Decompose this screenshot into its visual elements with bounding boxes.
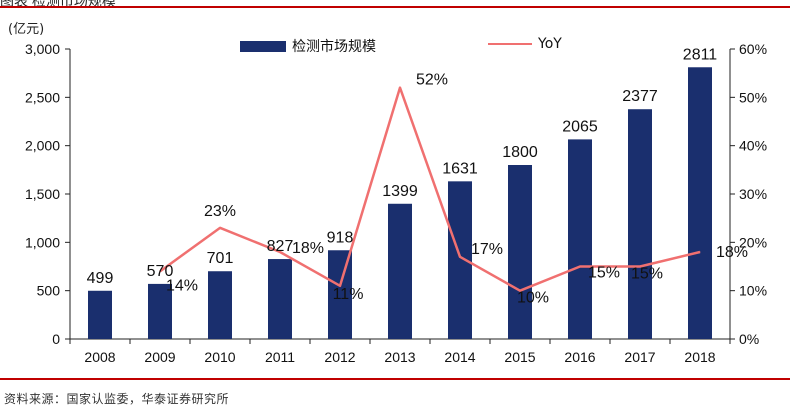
- footer-divider: [0, 378, 790, 380]
- left-axis-tick-label: 0: [52, 331, 60, 347]
- x-axis-tick-label: 2014: [444, 349, 475, 365]
- bar-value-label: 701: [207, 250, 234, 267]
- legend-bar-label: 检测市场规模: [292, 39, 376, 55]
- left-axis-tick-label: 1,000: [25, 234, 60, 250]
- right-axis-tick-label: 10%: [739, 283, 767, 299]
- yoy-value-label: 14%: [166, 277, 198, 294]
- yoy-point: [519, 290, 521, 292]
- yoy-point: [399, 87, 401, 89]
- right-axis-tick-label: 20%: [739, 234, 767, 250]
- yoy-value-label: 11%: [333, 286, 364, 303]
- yoy-value-label: 18%: [716, 244, 748, 261]
- left-axis-tick-label: 2,500: [25, 89, 60, 105]
- yoy-point: [219, 227, 221, 229]
- x-axis-tick-label: 2013: [384, 349, 415, 365]
- bar: [88, 290, 112, 339]
- legend-item-bar-series: 检测市场规模: [240, 36, 376, 56]
- x-axis-tick-label: 2018: [684, 349, 715, 365]
- yoy-point: [579, 266, 581, 267]
- x-axis-tick-label: 2012: [324, 349, 355, 365]
- bar: [688, 67, 712, 340]
- bar-value-label: 918: [327, 229, 354, 246]
- legend-line-swatch: [488, 42, 532, 46]
- right-axis-tick-label: 60%: [739, 41, 767, 57]
- x-axis-tick-label: 2009: [144, 349, 175, 365]
- yoy-point: [159, 270, 161, 272]
- yoy-point: [639, 266, 641, 267]
- chart-canvas: 0 500 1,000 1,500 2,000 2,500 3,000 0% 10% 20% 30%…: [25, 41, 767, 365]
- right-axis-tick-label: 30%: [739, 186, 767, 202]
- report-header-strip: 图表 检测市场规模: [0, 0, 790, 8]
- legend-line-label: YoY: [538, 36, 562, 52]
- bar-value-label: 570: [147, 263, 174, 280]
- bar: [208, 271, 232, 339]
- x-axis-tick-label: 2017: [624, 349, 655, 365]
- bar: [328, 250, 352, 339]
- right-axis-tick-label: 40%: [739, 138, 767, 154]
- source-note: 资料来源：国家认监委，华泰证券研究所: [4, 392, 230, 406]
- legend-item-line-series: YoY: [488, 36, 562, 52]
- yoy-line: [159, 86, 701, 292]
- x-axis-tick-label: 2008: [84, 349, 115, 365]
- header-divider: [0, 6, 790, 8]
- left-axis-unit-label: (亿元): [8, 22, 45, 37]
- chart-axes: 0 500 1,000 1,500 2,000 2,500 3,000 0% 10% 20% 30%…: [25, 41, 767, 365]
- bar: [508, 165, 532, 339]
- yoy-value-label: 15%: [588, 265, 620, 282]
- bar-value-label: 2377: [622, 88, 658, 105]
- bar-value-label: 2065: [562, 118, 598, 135]
- x-axis-tick-label: 2016: [564, 349, 595, 365]
- bar-value-label: 499: [87, 270, 114, 287]
- bar: [568, 139, 592, 339]
- report-section-title: 图表 检测市场规模: [0, 0, 116, 8]
- bar-value-label: 1631: [442, 160, 478, 177]
- bar-value-label: 2811: [683, 46, 718, 63]
- bar-value-label: 827: [267, 238, 294, 255]
- yoy-value-label: 23%: [204, 203, 236, 220]
- bar-series: [88, 67, 712, 340]
- bar-value-label: 1399: [382, 183, 418, 200]
- data-labels: 499 570 701 827 918 1399 1631 1800 2065 2377 2811 1…: [87, 46, 748, 306]
- yoy-point: [459, 256, 461, 258]
- yoy-value-label: 52%: [416, 72, 448, 89]
- yoy-point: [279, 251, 281, 253]
- bar: [268, 259, 292, 339]
- bar: [628, 109, 652, 340]
- left-axis-tick-label: 3,000: [25, 41, 60, 57]
- yoy-value-label: 18%: [292, 240, 324, 257]
- yoy-point: [699, 251, 701, 253]
- yoy-line-series: [159, 86, 701, 292]
- bar: [148, 283, 172, 339]
- yoy-point: [339, 285, 341, 287]
- x-axis-tick-label: 2011: [265, 349, 295, 365]
- bar-value-label: 1800: [502, 144, 538, 161]
- yoy-value-label: 15%: [631, 266, 663, 283]
- left-axis-tick-label: 1,500: [25, 186, 60, 202]
- yoy-value-label: 10%: [517, 290, 549, 307]
- right-axis-tick-label: 0%: [739, 331, 759, 347]
- left-axis-tick-label: 500: [37, 283, 61, 299]
- x-axis-tick-label: 2010: [204, 349, 235, 365]
- right-axis-tick-label: 50%: [739, 89, 767, 105]
- x-axis-tick-label: 2015: [504, 349, 535, 365]
- yoy-value-label: 17%: [471, 241, 503, 258]
- left-axis-tick-label: 2,000: [25, 138, 60, 154]
- legend-bar-swatch: [240, 40, 286, 52]
- bar: [388, 203, 412, 339]
